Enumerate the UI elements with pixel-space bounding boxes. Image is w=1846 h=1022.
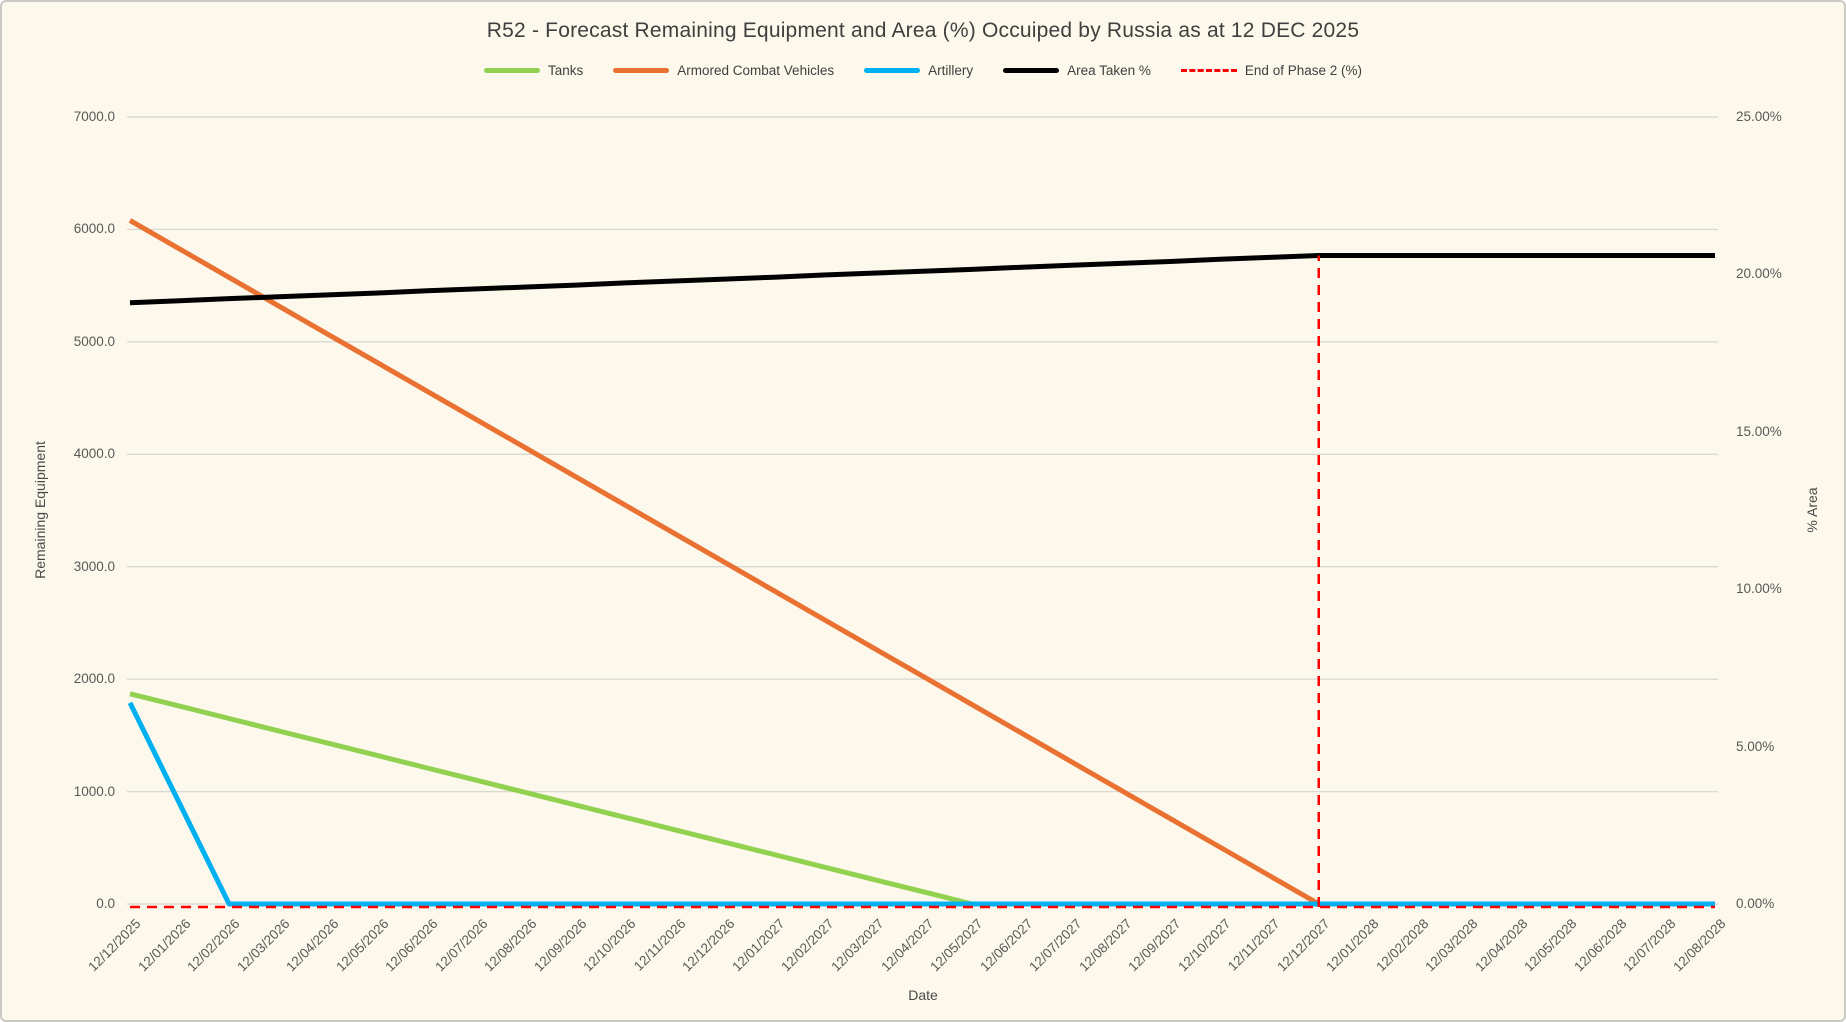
left-axis-tick: 5000.0 [73, 333, 115, 349]
legend-swatch-artillery [864, 68, 921, 73]
legend-label: Area Taken % [1067, 63, 1151, 78]
x-axis-title: Date [908, 987, 938, 1003]
legend-swatch-tanks [483, 68, 540, 73]
chart-title: R52 - Forecast Remaining Equipment and A… [486, 19, 1360, 42]
legend-label: Tanks [547, 63, 584, 78]
right-axis-tick: 5.00% [1736, 738, 1775, 754]
right-axis-tick: 20.00% [1736, 266, 1782, 282]
right-axis-tick: 25.00% [1736, 109, 1782, 124]
left-axis-title: Remaining Equipment [32, 441, 48, 579]
left-axis-tick: 3000.0 [73, 558, 115, 574]
series-line-area-taken [129, 253, 1715, 306]
right-axis-tick: 10.00% [1736, 581, 1782, 597]
left-axis-tick: 4000.0 [73, 446, 115, 462]
right-axis-tick: 15.00% [1736, 423, 1782, 439]
series-lines [127, 218, 1715, 909]
left-axis-tick: 1000.0 [73, 783, 115, 799]
series-line-armored-combat-vehicles [128, 218, 1715, 907]
legend-item-area-taken: Area Taken % [1003, 63, 1151, 78]
right-axis-tick: 0.00% [1736, 896, 1775, 911]
left-axis-tick: 6000.0 [73, 221, 115, 237]
left-axis-tick: 2000.0 [73, 671, 115, 687]
legend-item-armored-combat-vehicles: Armored Combat Vehicles [613, 63, 834, 78]
left-axis-tick: 0.0 [96, 896, 115, 911]
legend-label: Armored Combat Vehicles [677, 63, 835, 78]
legend-swatch-end-of-phase-2 [1180, 69, 1237, 72]
chart-legend: Tanks Armored Combat Vehicles Artillery Are… [2, 63, 1844, 78]
legend-swatch-area-taken [1003, 68, 1060, 73]
right-axis-title: % Area [1804, 487, 1820, 533]
legend-item-tanks: Tanks [483, 63, 584, 78]
legend-label: Artillery [928, 63, 974, 78]
legend-item-artillery: Artillery [864, 63, 973, 78]
left-axis-tick: 7000.0 [73, 109, 115, 124]
horizontal-gridlines [127, 116, 1718, 905]
series-line-tanks [129, 691, 1715, 907]
legend-label: End of Phase 2 (%) [1244, 63, 1362, 78]
legend-swatch-armored-combat-vehicles [613, 68, 670, 73]
series-line-artillery [127, 701, 1715, 907]
legend-item-end-of-phase-2: End of Phase 2 (%) [1180, 63, 1362, 78]
